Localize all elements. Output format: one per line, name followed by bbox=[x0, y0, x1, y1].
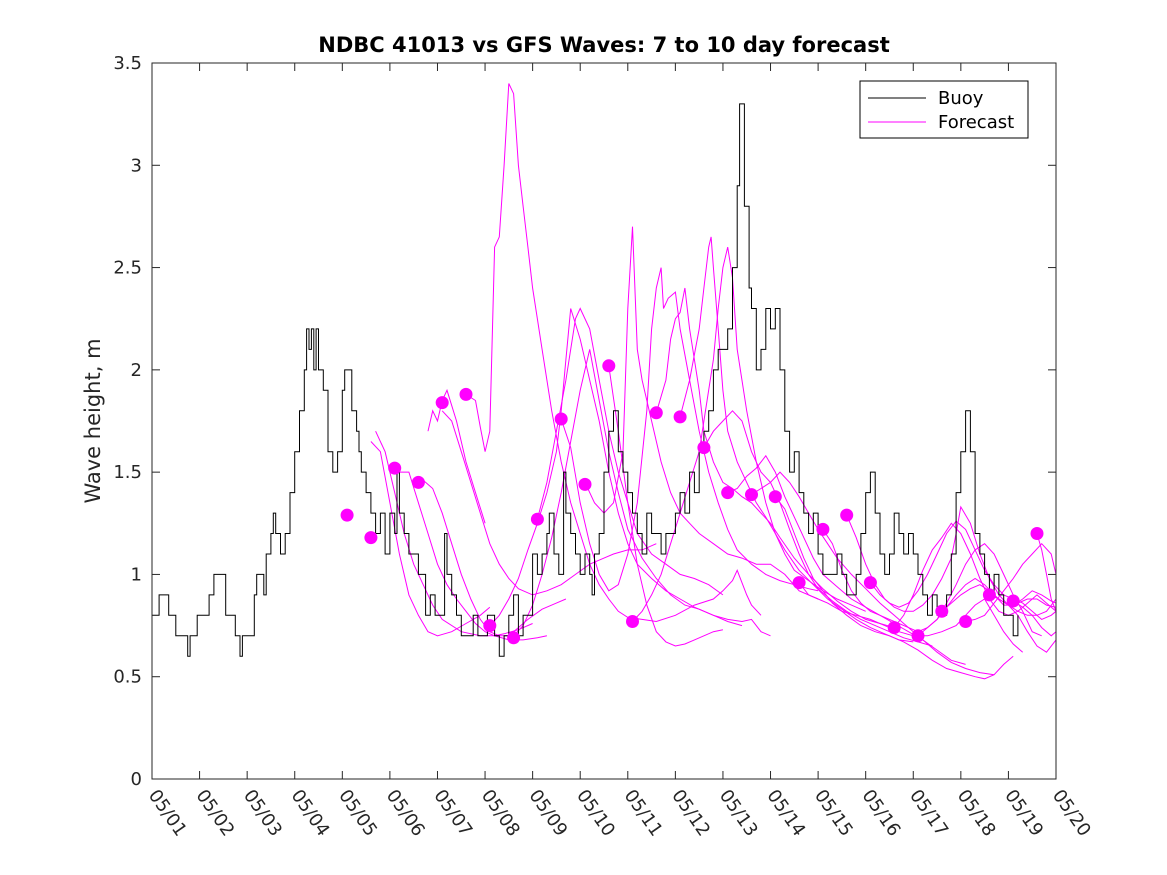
forecast-line-5 bbox=[427, 388, 486, 524]
forecast-marker-5 bbox=[435, 396, 449, 410]
forecast-line-9 bbox=[513, 349, 771, 637]
y-tick-label: 2.5 bbox=[113, 258, 142, 279]
y-tick-label: 0 bbox=[131, 769, 142, 790]
forecast-line-11 bbox=[560, 267, 819, 592]
forecast-marker-18 bbox=[745, 488, 758, 502]
forecast-line-10 bbox=[536, 307, 724, 596]
forecast-marker-9 bbox=[530, 512, 544, 526]
forecast-marker-1 bbox=[340, 508, 354, 522]
forecast-marker-24 bbox=[887, 621, 901, 635]
forecast-line-30 bbox=[1012, 600, 1056, 637]
forecast-marker-15 bbox=[673, 410, 687, 424]
forecast-line-1 bbox=[370, 441, 491, 637]
legend-forecast-label: Forecast bbox=[938, 112, 1014, 133]
forecast-marker-7 bbox=[483, 619, 497, 633]
forecast-line-15 bbox=[655, 287, 895, 629]
chart-title: NDBC 41013 vs GFS Waves: 7 to 10 day for… bbox=[318, 33, 889, 57]
forecast-marker-17 bbox=[721, 486, 735, 500]
forecast-marker-25 bbox=[911, 629, 925, 643]
forecast-line-31 bbox=[1036, 533, 1056, 612]
y-tick-label: 3 bbox=[131, 155, 142, 176]
forecast-line-16 bbox=[679, 236, 914, 643]
forecast-line-14 bbox=[632, 246, 866, 622]
forecast-line-20 bbox=[774, 496, 1014, 680]
forecast-line-3 bbox=[399, 471, 533, 637]
forecast-marker-23 bbox=[863, 576, 877, 590]
forecast-marker-19 bbox=[768, 490, 782, 504]
forecast-line-17 bbox=[703, 410, 933, 647]
forecast-marker-22 bbox=[840, 508, 854, 522]
forecast-line-24 bbox=[870, 520, 1056, 620]
forecast-marker-4 bbox=[411, 475, 425, 489]
forecast-line-8 bbox=[489, 308, 743, 627]
forecast-line-12 bbox=[584, 226, 819, 600]
forecast-line-28 bbox=[965, 542, 1056, 622]
forecast-marker-30 bbox=[1030, 527, 1044, 540]
legend-buoy-label: Buoy bbox=[938, 88, 984, 109]
legend-box bbox=[859, 80, 1029, 139]
forecast-line-7 bbox=[465, 83, 762, 623]
axes-frame bbox=[151, 62, 1057, 780]
forecast-marker-29 bbox=[1006, 594, 1020, 608]
forecast-marker-16 bbox=[697, 441, 711, 455]
forecast-marker-14 bbox=[649, 406, 663, 420]
forecast-marker-20 bbox=[792, 576, 806, 590]
y-axis-label: Wave height, m bbox=[81, 338, 105, 503]
forecast-marker-21 bbox=[816, 522, 830, 536]
forecast-marker-13 bbox=[626, 615, 639, 628]
buoy-line bbox=[152, 103, 1019, 657]
forecast-marker-12 bbox=[602, 359, 616, 373]
forecast-marker-27 bbox=[959, 615, 973, 628]
y-tick-label: 1 bbox=[131, 564, 142, 585]
forecast-marker-6 bbox=[459, 387, 473, 401]
forecast-marker-10 bbox=[554, 412, 568, 426]
legend: Buoy Forecast bbox=[859, 80, 1029, 139]
y-tick-label: 0.5 bbox=[113, 667, 142, 688]
y-tick-label: 2 bbox=[131, 360, 142, 381]
plot-series-group bbox=[152, 83, 1056, 680]
forecast-marker-3 bbox=[388, 461, 402, 475]
forecast-line-13 bbox=[608, 365, 724, 647]
forecast-marker-8 bbox=[507, 631, 521, 645]
y-tick-label: 1.5 bbox=[113, 462, 142, 483]
forecast-line-19 bbox=[751, 471, 995, 676]
forecast-marker-2 bbox=[364, 531, 378, 545]
forecast-marker-11 bbox=[578, 477, 592, 491]
forecast-marker-28 bbox=[982, 588, 996, 602]
y-tick-label: 3.5 bbox=[113, 53, 142, 74]
forecast-marker-26 bbox=[935, 604, 949, 618]
plot-area bbox=[152, 83, 1056, 680]
forecast-line-29 bbox=[989, 594, 1056, 653]
forecast-line-23 bbox=[846, 505, 1056, 616]
